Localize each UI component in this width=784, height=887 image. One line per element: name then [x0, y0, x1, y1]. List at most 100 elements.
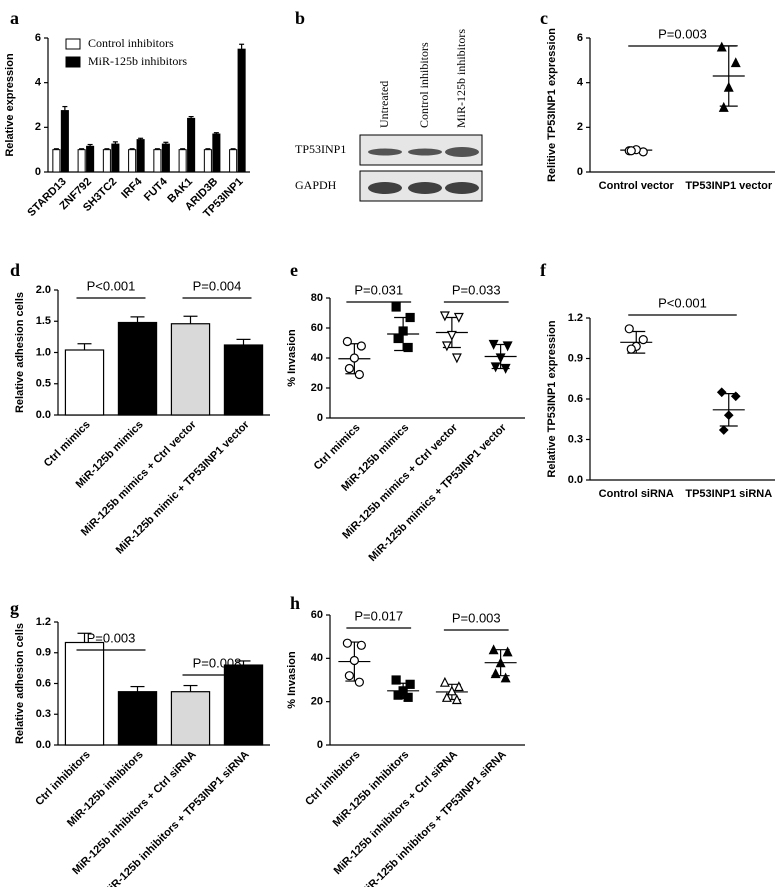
panel-letter: c — [540, 8, 548, 28]
point — [490, 668, 501, 679]
x-tick-label: STARD13 — [25, 176, 68, 219]
point — [344, 363, 354, 374]
y-tick-label: 0 — [317, 412, 323, 424]
y-tick-label: 6 — [35, 32, 41, 44]
bar — [237, 48, 246, 173]
y-tick-label: 40 — [311, 652, 323, 664]
x-tick-label: IRF4 — [119, 175, 145, 201]
p-value: P=0.017 — [354, 608, 403, 623]
y-tick-label: 0.6 — [568, 393, 583, 405]
y-tick-label: 40 — [311, 352, 323, 364]
x-tick-label: FUT4 — [142, 175, 171, 204]
point — [500, 672, 511, 683]
point — [723, 410, 734, 421]
band — [368, 182, 402, 194]
point — [342, 336, 352, 347]
point — [441, 341, 452, 352]
p-value: P=0.004 — [193, 278, 242, 293]
p-value: P=0.033 — [452, 282, 501, 297]
point — [439, 311, 450, 322]
lane-label: Untreated — [377, 81, 391, 128]
panel-letter: g — [10, 598, 19, 618]
bar — [117, 691, 158, 746]
bar — [203, 149, 212, 173]
point — [502, 341, 513, 352]
x-tick-label: TP53INP1 vector — [685, 180, 773, 192]
bar — [223, 664, 264, 746]
y-tick-label: 4 — [35, 77, 42, 89]
y-tick-label: 6 — [577, 32, 583, 44]
panel-letter: h — [290, 593, 300, 613]
band — [408, 182, 442, 194]
bar — [102, 149, 111, 173]
point — [730, 391, 741, 402]
point — [723, 81, 734, 92]
point — [403, 692, 413, 702]
lane-label: Control inhibitors — [417, 42, 431, 128]
bar — [178, 149, 187, 173]
bar — [161, 143, 170, 173]
point — [405, 679, 415, 689]
point — [495, 657, 506, 668]
point — [451, 694, 462, 705]
legend-label: Control inhibitors — [88, 36, 174, 50]
y-axis-label: Relative adhesion cells — [14, 623, 26, 744]
y-axis-label: % Invasion — [286, 651, 298, 709]
point — [441, 691, 452, 702]
point — [349, 655, 359, 666]
bar — [77, 149, 86, 173]
p-value: P=0.003 — [87, 630, 136, 645]
point — [453, 681, 464, 692]
bar — [111, 143, 120, 173]
point — [718, 101, 729, 112]
point — [342, 638, 352, 648]
point — [718, 425, 729, 435]
point — [638, 335, 648, 345]
p-value: P=0.008 — [193, 655, 242, 670]
point — [626, 344, 636, 354]
point — [403, 342, 413, 353]
panel-letter: b — [295, 8, 305, 28]
p-value: P=0.003 — [452, 610, 501, 625]
band — [445, 182, 479, 194]
y-tick-label: 0.5 — [36, 378, 51, 390]
y-tick-label: 2 — [35, 121, 41, 133]
point — [495, 353, 506, 364]
bar — [64, 349, 105, 416]
y-axis-label: Relative TP53INP1 expression — [546, 320, 558, 477]
point — [626, 146, 636, 156]
y-tick-label: 0 — [35, 166, 41, 178]
y-tick-label: 0.0 — [568, 474, 583, 486]
y-tick-label: 4 — [577, 77, 584, 89]
point — [488, 644, 499, 655]
y-axis-label: % Invasion — [286, 329, 298, 387]
panel-letter: f — [540, 260, 547, 280]
y-tick-label: 60 — [311, 609, 323, 621]
y-tick-label: 0.6 — [36, 677, 51, 689]
point — [349, 353, 359, 363]
point — [446, 330, 457, 341]
bar — [187, 117, 196, 173]
bar — [64, 641, 105, 746]
y-tick-label: 0.9 — [36, 647, 51, 659]
point — [488, 339, 499, 350]
bar — [170, 323, 211, 416]
point — [393, 690, 403, 700]
y-tick-label: 1.5 — [36, 315, 51, 327]
bar — [128, 149, 137, 173]
y-tick-label: 0 — [317, 739, 323, 751]
y-tick-label: 60 — [311, 322, 323, 334]
p-value: P<0.001 — [658, 295, 707, 310]
point — [451, 353, 462, 364]
y-tick-label: 1.2 — [568, 312, 583, 324]
point — [730, 57, 741, 68]
point — [439, 676, 450, 687]
point — [398, 326, 408, 336]
y-tick-label: 2.0 — [36, 284, 51, 296]
y-tick-label: 0.9 — [568, 352, 583, 364]
legend-label: MiR-125b inhibitors — [88, 54, 187, 68]
point — [405, 312, 415, 323]
y-tick-label: 0 — [577, 166, 583, 178]
y-axis-label: Relative adhesion cells — [14, 292, 26, 413]
point — [502, 646, 513, 657]
